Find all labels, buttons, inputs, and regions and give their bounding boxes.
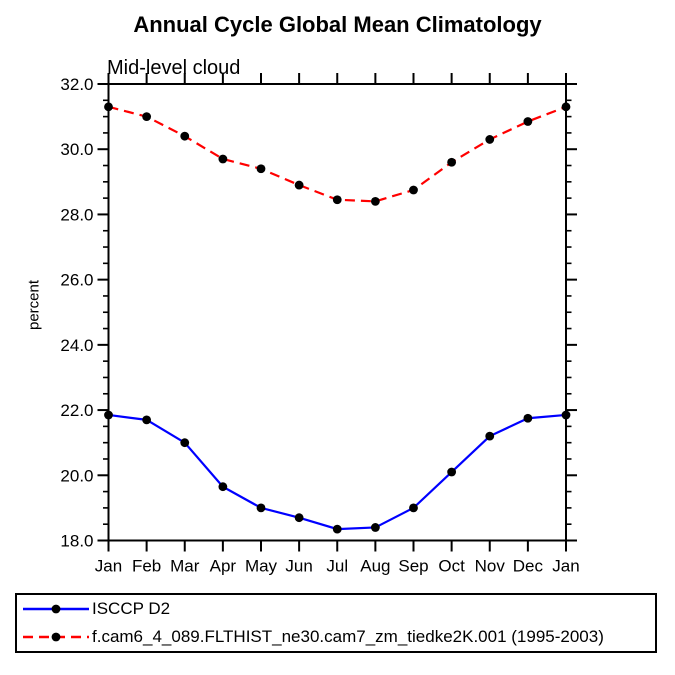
legend-label-isccp: ISCCP D2 xyxy=(92,599,171,618)
series-0-marker xyxy=(370,523,380,532)
y-axis-title: percent xyxy=(25,279,43,331)
series-0-marker xyxy=(294,513,304,523)
y-tick-label: 18.0 xyxy=(60,532,93,551)
x-tick-label: Dec xyxy=(513,557,544,576)
chart-title: Annual Cycle Global Mean Climatology xyxy=(133,12,542,37)
series-0-marker xyxy=(332,524,342,534)
y-tick-label: 28.0 xyxy=(60,205,93,224)
legend-box: ISCCP D2 f.cam6_4_089.FLTHIST_ne30.cam7_… xyxy=(15,593,657,653)
series-1-marker xyxy=(218,154,228,164)
series-0-marker xyxy=(256,503,266,513)
series-1-marker xyxy=(561,102,571,112)
chart-subtitle: Mid-level cloud xyxy=(107,57,241,79)
series-1-marker xyxy=(447,157,457,167)
series-1-marker xyxy=(180,131,190,141)
x-tick-label: Jun xyxy=(285,557,312,576)
series-line-1 xyxy=(108,105,567,203)
x-tick-label: Jan xyxy=(95,557,122,576)
y-tick-label: 26.0 xyxy=(60,271,93,290)
x-tick-label: Jul xyxy=(326,557,348,576)
legend-row-isccp: ISCCP D2 xyxy=(22,595,655,623)
series-1-marker xyxy=(332,195,342,205)
y-tick-label: 24.0 xyxy=(60,336,93,355)
legend-line-sample-dashed xyxy=(23,632,89,642)
legend-label-model: f.cam6_4_089.FLTHIST_ne30.cam7_zm_tiedke… xyxy=(92,627,604,646)
series-1-marker xyxy=(409,185,418,195)
x-tick-label: Feb xyxy=(132,557,161,576)
series-0-marker xyxy=(409,503,418,513)
series-line-0 xyxy=(108,413,567,531)
series-0-marker xyxy=(561,410,571,420)
x-tick-label: Oct xyxy=(438,557,465,576)
x-tick-label: Jan xyxy=(552,557,579,576)
series-1-marker xyxy=(104,102,113,112)
series-1-marker xyxy=(523,117,533,126)
legend-marker-dot-icon xyxy=(51,604,61,614)
x-tick-label: May xyxy=(245,557,278,576)
y-tick-label: 32.0 xyxy=(60,75,93,94)
x-tick-label: Sep xyxy=(398,557,428,576)
series-1-marker xyxy=(485,135,495,144)
plot-border xyxy=(107,83,567,542)
series-1-marker xyxy=(256,164,266,174)
series-0-marker xyxy=(447,467,457,477)
series-0-marker xyxy=(218,482,228,492)
legend-row-model: f.cam6_4_089.FLTHIST_ne30.cam7_zm_tiedke… xyxy=(22,623,655,651)
series-1-marker xyxy=(142,112,152,122)
series-1-marker xyxy=(294,180,304,190)
y-tick-label: 22.0 xyxy=(60,401,93,420)
y-tick-label: 30.0 xyxy=(60,140,93,159)
series-0-marker xyxy=(523,413,533,423)
series-0-marker xyxy=(180,438,190,448)
legend-line-sample-solid xyxy=(23,604,89,614)
x-tick-label: Aug xyxy=(360,557,390,576)
y-tick-label: 20.0 xyxy=(60,466,93,485)
x-tick-label: Apr xyxy=(210,557,237,576)
x-tick-label: Mar xyxy=(170,557,200,576)
x-tick-label: Nov xyxy=(475,557,506,576)
series-0-marker xyxy=(485,431,495,441)
legend-marker-dot-icon xyxy=(51,632,61,642)
plot-area: Jan Feb Mar Apr May Jun Jul Aug Sep Oct Nov Dec Jan1… xyxy=(60,73,580,576)
series-1-marker xyxy=(370,196,380,206)
series-0-marker xyxy=(104,410,113,420)
series-0-marker xyxy=(142,415,152,425)
